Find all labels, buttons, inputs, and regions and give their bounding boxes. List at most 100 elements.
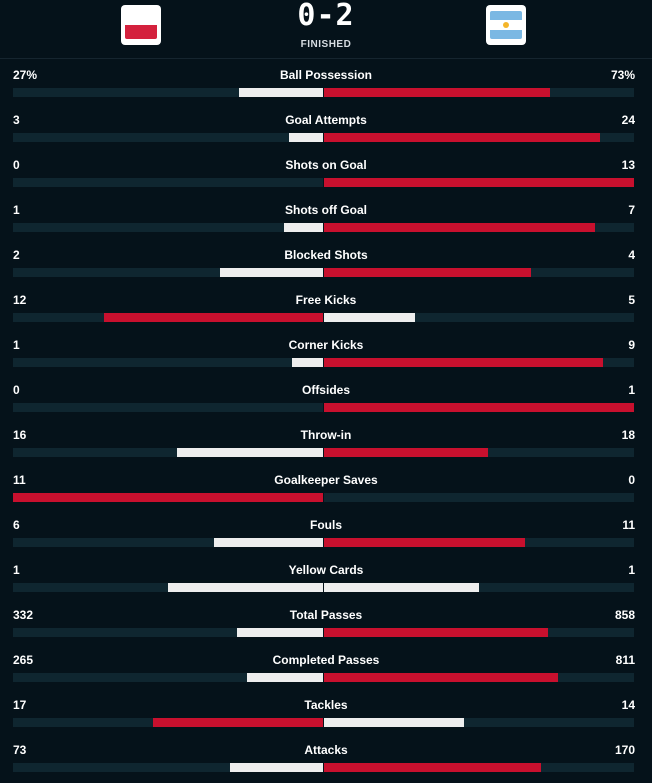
- bar-center-divider: [323, 763, 324, 772]
- bar-center-divider: [323, 718, 324, 727]
- poland-flag-icon[interactable]: [121, 5, 161, 45]
- away-bar: [324, 178, 634, 187]
- away-bar: [324, 133, 600, 142]
- home-bar: [214, 538, 323, 547]
- away-bar: [324, 358, 603, 367]
- stat-name: Tackles: [304, 698, 348, 712]
- stat-row: 1 Corner Kicks 9: [0, 337, 652, 382]
- away-bar: [324, 628, 548, 637]
- stat-row: 1 Yellow Cards 1: [0, 562, 652, 607]
- stat-bar-track: [13, 493, 634, 502]
- stat-bar-track: [13, 583, 634, 592]
- stat-bar-track: [13, 628, 634, 637]
- bar-center-divider: [323, 133, 324, 142]
- home-bar: [284, 223, 323, 232]
- stat-bar-track: [13, 223, 634, 232]
- stat-label-row: 1 Shots off Goal 7: [0, 202, 652, 219]
- poland-flag-red-band: [125, 25, 157, 39]
- stat-label-row: 1 Corner Kicks 9: [0, 337, 652, 354]
- away-value: 5: [628, 293, 635, 307]
- stat-bar-track: [13, 88, 634, 97]
- home-value: 12: [13, 293, 27, 307]
- away-value: 1: [628, 383, 635, 397]
- home-bar: [247, 673, 323, 682]
- away-bar: [324, 718, 464, 727]
- home-bar: [237, 628, 323, 637]
- stat-row: 0 Offsides 1: [0, 382, 652, 427]
- home-value: 2: [13, 248, 20, 262]
- stat-label-row: 16 Throw-in 18: [0, 427, 652, 444]
- home-value: 17: [13, 698, 27, 712]
- away-value: 14: [621, 698, 635, 712]
- home-value: 0: [13, 158, 20, 172]
- bar-center-divider: [323, 403, 324, 412]
- away-value: 7: [628, 203, 635, 217]
- home-bar: [104, 313, 323, 322]
- bar-center-divider: [323, 313, 324, 322]
- stat-bar-track: [13, 358, 634, 367]
- stat-bar-track: [13, 178, 634, 187]
- stat-bar-track: [13, 133, 634, 142]
- stat-name: Shots on Goal: [285, 158, 367, 172]
- bar-center-divider: [323, 628, 324, 637]
- stat-label-row: 27% Ball Possession 73%: [0, 67, 652, 84]
- away-bar: [324, 673, 558, 682]
- away-value: 18: [621, 428, 635, 442]
- stat-label-row: 73 Attacks 170: [0, 742, 652, 759]
- poland-flag-white-band: [125, 11, 157, 25]
- home-value: 265: [13, 653, 34, 667]
- home-bar: [220, 268, 323, 277]
- stat-name: Completed Passes: [272, 653, 380, 667]
- home-value: 1: [13, 203, 20, 217]
- stat-name: Offsides: [301, 383, 350, 397]
- away-value: 858: [614, 608, 635, 622]
- stat-row: 16 Throw-in 18: [0, 427, 652, 472]
- bar-center-divider: [323, 358, 324, 367]
- argentina-flag-middle-band: [490, 20, 522, 30]
- stat-bar-track: [13, 313, 634, 322]
- home-bar: [153, 718, 323, 727]
- stat-name: Throw-in: [300, 428, 352, 442]
- stat-bar-track: [13, 448, 634, 457]
- away-value: 0: [628, 473, 635, 487]
- away-value: 4: [628, 248, 635, 262]
- home-value: 27%: [13, 68, 38, 82]
- home-bar: [239, 88, 323, 97]
- stat-label-row: 2 Blocked Shots 4: [0, 247, 652, 264]
- argentina-flag-icon[interactable]: [486, 5, 526, 45]
- stat-bar-track: [13, 763, 634, 772]
- stat-name: Goal Attempts: [285, 113, 367, 127]
- away-value: 11: [622, 518, 635, 532]
- away-bar: [324, 763, 541, 772]
- stat-row: 265 Completed Passes 811: [0, 652, 652, 697]
- match-header: 0-2 FINISHED: [0, 0, 652, 59]
- away-bar: [324, 538, 525, 547]
- home-value: 11: [13, 473, 26, 487]
- stat-name: Ball Possession: [279, 68, 373, 82]
- stat-label-row: 3 Goal Attempts 24: [0, 112, 652, 129]
- bar-center-divider: [323, 268, 324, 277]
- stat-row: 2 Blocked Shots 4: [0, 247, 652, 292]
- stat-label-row: 17 Tackles 14: [0, 697, 652, 714]
- home-bar: [289, 133, 323, 142]
- stat-bar-track: [13, 673, 634, 682]
- home-bar: [13, 493, 323, 502]
- stat-label-row: 1 Yellow Cards 1: [0, 562, 652, 579]
- bar-center-divider: [323, 538, 324, 547]
- poland-flag-graphic: [125, 11, 157, 39]
- stat-row: 11 Goalkeeper Saves 0: [0, 472, 652, 517]
- away-bar: [324, 268, 531, 277]
- bar-center-divider: [323, 88, 324, 97]
- away-bar: [324, 88, 550, 97]
- away-bar: [324, 403, 634, 412]
- away-bar: [324, 313, 415, 322]
- stat-row: 73 Attacks 170: [0, 742, 652, 783]
- away-value: 9: [628, 338, 635, 352]
- stat-name: Goalkeeper Saves: [274, 473, 378, 487]
- stat-row: 332 Total Passes 858: [0, 607, 652, 652]
- home-value: 0: [13, 383, 20, 397]
- stat-label-row: 265 Completed Passes 811: [0, 652, 652, 669]
- argentina-flag-graphic: [490, 11, 522, 39]
- home-value: 1: [13, 563, 20, 577]
